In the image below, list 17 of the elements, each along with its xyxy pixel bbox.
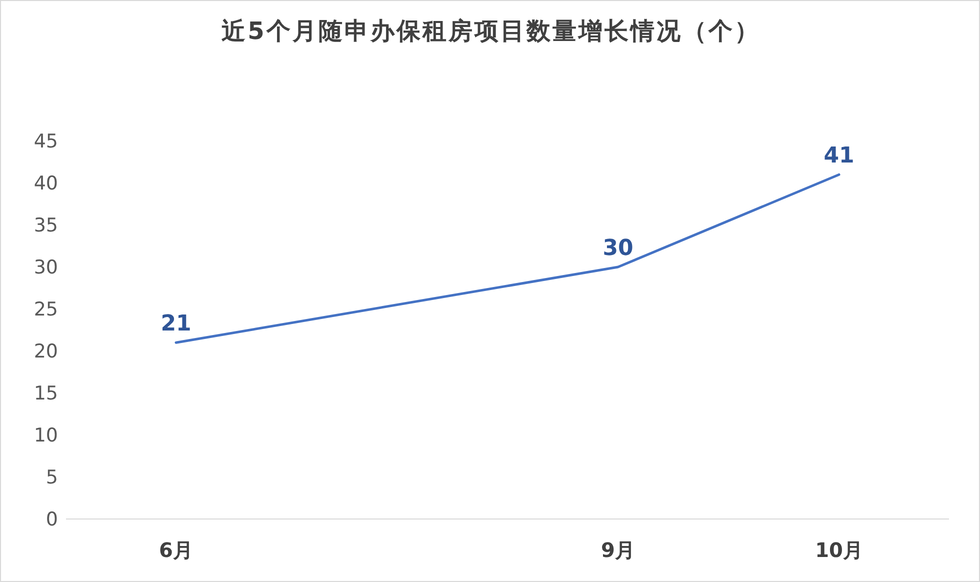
y-tick-label: 20 <box>34 340 58 363</box>
y-tick-label: 35 <box>34 214 58 237</box>
x-tick-label: 9月 <box>601 538 635 562</box>
y-tick-label: 15 <box>34 382 58 405</box>
data-label: 41 <box>824 144 854 169</box>
data-label: 21 <box>160 312 192 337</box>
y-tick-label: 0 <box>46 508 58 531</box>
chart-title: 近5个月随申办保租房项目数量增长情况（个） <box>220 16 762 47</box>
data-label: 30 <box>602 236 634 261</box>
y-tick-label: 40 <box>34 172 58 195</box>
y-tick-label: 25 <box>34 298 58 321</box>
x-tick-label: 6月 <box>159 538 193 562</box>
y-tick-label: 10 <box>34 424 58 447</box>
y-tick-label: 30 <box>34 256 58 279</box>
y-tick-label: 5 <box>46 466 58 489</box>
x-tick-label: 10月 <box>815 538 863 562</box>
y-tick-label: 45 <box>34 130 58 153</box>
